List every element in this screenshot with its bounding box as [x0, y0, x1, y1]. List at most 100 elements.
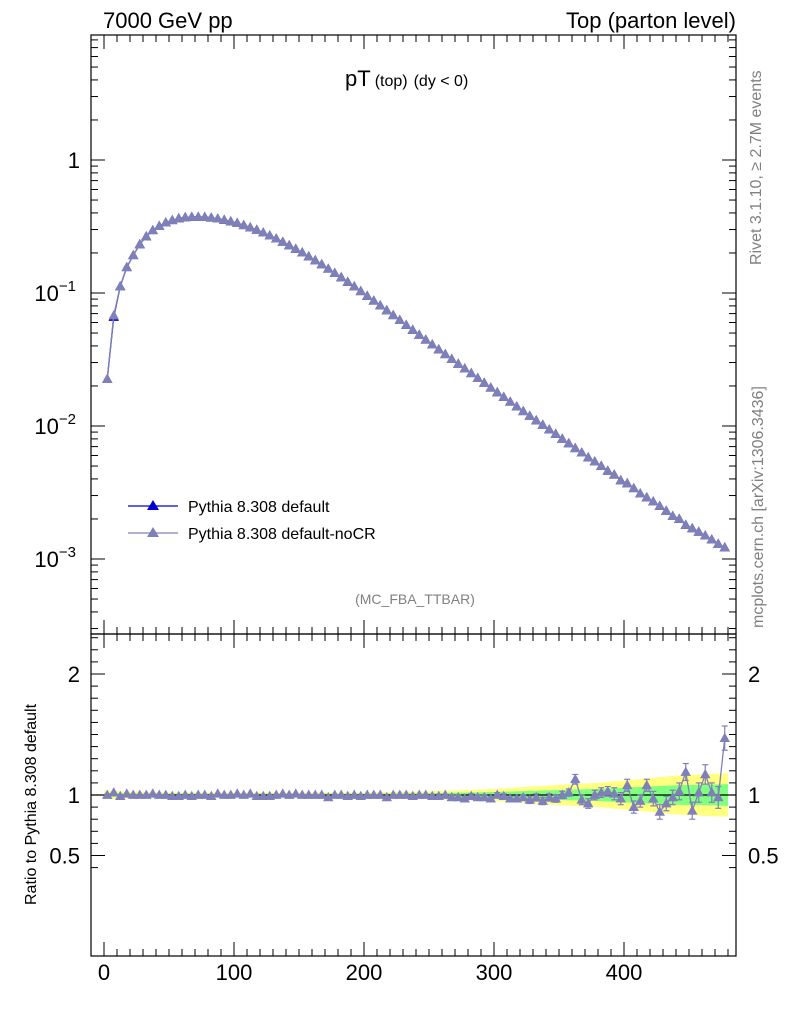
- data-point-nocr: [212, 213, 223, 223]
- ratio-data-point-nocr: [609, 788, 620, 798]
- main-axis-ticks: [90, 35, 736, 634]
- data-point-nocr: [154, 220, 165, 231]
- y-tick-base: 10: [34, 547, 58, 572]
- data-point-nocr: [329, 267, 340, 278]
- data-point-nocr: [446, 353, 457, 364]
- ratio-data-point-nocr: [544, 791, 555, 802]
- ratio-data-point-nocr: [212, 788, 223, 798]
- ratio-data-point-nocr: [245, 788, 256, 798]
- ratio-data-point-nocr: [719, 732, 730, 742]
- data-point-nocr: [414, 329, 425, 339]
- data-point-nocr: [531, 414, 542, 425]
- data-point-nocr: [303, 251, 314, 261]
- title-sub: (top): [375, 73, 408, 90]
- data-point-nocr: [622, 477, 633, 488]
- ratio-data-point-nocr: [336, 789, 347, 799]
- ratio-data-point-nocr: [147, 788, 158, 798]
- ratio-data-point-nocr: [680, 766, 691, 776]
- ratio-data-point-nocr: [316, 789, 327, 799]
- series-line-default: [106, 216, 726, 549]
- data-point-nocr: [388, 309, 399, 320]
- legend-marker-default: [147, 500, 159, 510]
- data-point-nocr: [121, 261, 132, 272]
- ratio-data-point-nocr: [583, 797, 594, 808]
- ratio-data-point-nocr: [121, 788, 132, 798]
- ratio-plot-frame: [90, 633, 737, 957]
- main-y-tick-label: 10−2: [34, 411, 76, 439]
- data-point-nocr: [102, 373, 113, 384]
- data-point-nocr: [433, 344, 444, 354]
- data-point-nocr: [355, 285, 366, 296]
- data-point-nocr: [583, 451, 594, 462]
- data-point-nocr: [225, 215, 236, 226]
- ratio-data-point-nocr: [232, 788, 243, 798]
- ratio-data-point-nocr: [693, 787, 704, 797]
- main-y-tick-label: 1: [68, 148, 80, 173]
- main-plot-title: pT (top) (dy < 0): [345, 66, 468, 91]
- data-point-nocr: [680, 519, 691, 529]
- ratio-data-point-nocr: [459, 793, 470, 803]
- data-point-nocr: [284, 239, 295, 250]
- ratio-y-tick-label: 2: [68, 662, 80, 687]
- legend-label-default: Pythia 8.308 default: [188, 499, 330, 516]
- data-point-nocr: [466, 367, 477, 378]
- ratio-data-point-nocr: [602, 785, 613, 796]
- y-tick-exp: −1: [59, 278, 76, 295]
- ratio-data-point-nocr: [420, 789, 431, 799]
- x-tick-label: 400: [606, 960, 643, 985]
- ratio-data-point-nocr: [674, 785, 685, 796]
- ratio-data-point-nocr: [115, 790, 126, 801]
- data-point-nocr: [108, 310, 119, 320]
- ratio-series-group: [102, 725, 730, 820]
- data-point-nocr: [160, 217, 171, 227]
- ratio-plot-panel: 0.5 0.5 1 1 2 2 0 100 200 300 400 Ratio to Pythia…: [23, 633, 779, 985]
- data-point-nocr: [245, 221, 256, 232]
- data-point-nocr: [420, 334, 431, 344]
- data-point-nocr: [700, 530, 711, 540]
- data-point-nocr: [381, 304, 392, 315]
- data-point-nocr: [511, 401, 522, 411]
- ratio-y-tick-label: 1: [68, 783, 80, 808]
- ratio-y-tick-label-right: 1: [748, 783, 760, 808]
- ratio-x-tick-labels: 0 100 200 300 400: [98, 960, 642, 985]
- data-point-nocr: [342, 276, 353, 286]
- data-point-nocr: [251, 224, 262, 234]
- ratio-data-point-nocr: [381, 791, 392, 802]
- legend-entry-default: Pythia 8.308 default: [128, 499, 330, 516]
- data-point-nocr: [557, 433, 568, 443]
- watermark: (MC_FBA_TTBAR): [355, 591, 475, 607]
- ratio-data-point-nocr: [453, 791, 464, 802]
- legend-marker-nocr: [147, 527, 159, 537]
- side-text-bottom: mcplots.cern.ch [arXiv:1306.3436]: [750, 386, 767, 628]
- series-line-nocr: [106, 216, 726, 549]
- data-point-nocr: [290, 243, 301, 253]
- data-point-nocr: [563, 437, 574, 448]
- data-point-nocr: [479, 377, 490, 387]
- data-point-nocr: [687, 522, 698, 533]
- data-point-nocr: [628, 482, 639, 493]
- ratio-data-point-nocr: [667, 791, 678, 802]
- side-text-top: Rivet 3.1.10, ≥ 2.7M events: [748, 70, 765, 265]
- y-tick-base: 10: [34, 414, 58, 439]
- title-main: pT: [345, 66, 371, 91]
- data-point-nocr: [199, 211, 210, 221]
- data-point-nocr: [518, 405, 529, 416]
- ratio-data-point-nocr: [648, 793, 659, 803]
- ratio-data-point-nocr: [498, 790, 509, 801]
- ratio-data-point-nocr: [485, 793, 496, 803]
- ratio-data-point-nocr: [570, 773, 581, 784]
- data-point-nocr: [232, 217, 243, 228]
- ratio-data-point-nocr: [589, 789, 600, 799]
- legend-entry-nocr: Pythia 8.308 default-noCR: [128, 526, 376, 543]
- data-point-nocr: [316, 258, 327, 269]
- ratio-data-point-nocr: [440, 789, 451, 799]
- header-left: 7000 GeV pp: [103, 8, 233, 33]
- data-point-nocr: [219, 214, 230, 224]
- ratio-data-point-nocr: [537, 795, 548, 805]
- data-point-nocr: [147, 224, 158, 235]
- data-point-nocr: [193, 211, 204, 221]
- x-tick-label: 300: [476, 960, 513, 985]
- ratio-data-point-nocr: [518, 791, 529, 802]
- data-point-nocr: [576, 447, 587, 457]
- ratio-y-tick-label-right: 0.5: [748, 844, 779, 869]
